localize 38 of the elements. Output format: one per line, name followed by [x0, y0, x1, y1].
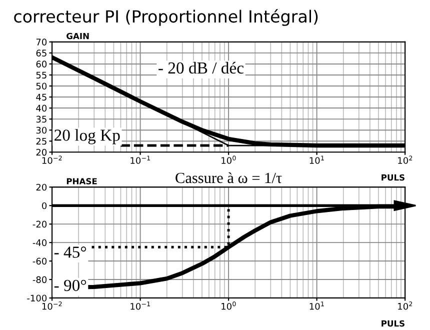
x-tick-label: 10$^{0}$: [222, 301, 236, 310]
y-tick-label: -100: [27, 294, 47, 302]
chart-title: Cassure à ω = 1/τ: [176, 172, 282, 184]
x-tick-label: 10$^{1}$: [310, 156, 324, 164]
y-tick-label: 25: [36, 138, 46, 145]
annotation: 20 log Kp: [54, 129, 120, 144]
annotation: - 45°: [54, 246, 86, 258]
y-tick-label: 60: [36, 60, 47, 68]
x-tick-label: 10$^{1}$: [310, 302, 324, 310]
y-axis-title: GAIN: [66, 32, 89, 40]
x-axis-title: PULS: [382, 320, 404, 327]
x-tick-label: 10$^{2}$: [398, 301, 412, 310]
x-tick-label: 10$^{−1}$: [130, 156, 150, 164]
y-tick-label: 20: [36, 184, 47, 191]
y-axis-title: PHASE: [66, 178, 97, 184]
annotation: - 20 dB / déc: [158, 62, 244, 74]
y-tick-label: 40: [36, 104, 47, 112]
y-tick-label: 0: [42, 202, 47, 210]
x-axis-title: PULS: [382, 174, 404, 181]
chart-title: correcteur PI (Proportionnel Intégral): [14, 9, 318, 26]
y-tick-label: 20: [36, 148, 47, 156]
x-tick-label: 10$^{−2}$: [42, 156, 62, 164]
y-tick-label: -40: [32, 239, 47, 246]
y-tick-label: 30: [36, 126, 47, 134]
y-tick-label: 70: [36, 38, 47, 46]
y-tick-label: 50: [36, 82, 47, 90]
y-tick-label: 35: [36, 116, 46, 123]
y-tick-label: 55: [36, 72, 46, 79]
y-tick-label: -80: [32, 276, 47, 284]
x-tick-label: 10$^{2}$: [398, 156, 412, 164]
x-tick-label: 10$^{−1}$: [130, 302, 150, 310]
annotation: - 90°: [54, 280, 86, 292]
x-tick-label: 10$^{0}$: [222, 156, 236, 164]
y-tick-label: 65: [36, 50, 46, 56]
y-tick-label: -60: [32, 258, 47, 265]
y-tick-label: 45: [36, 94, 46, 101]
y-tick-label: -20: [32, 220, 47, 228]
x-tick-label: 10$^{−2}$: [42, 301, 62, 310]
